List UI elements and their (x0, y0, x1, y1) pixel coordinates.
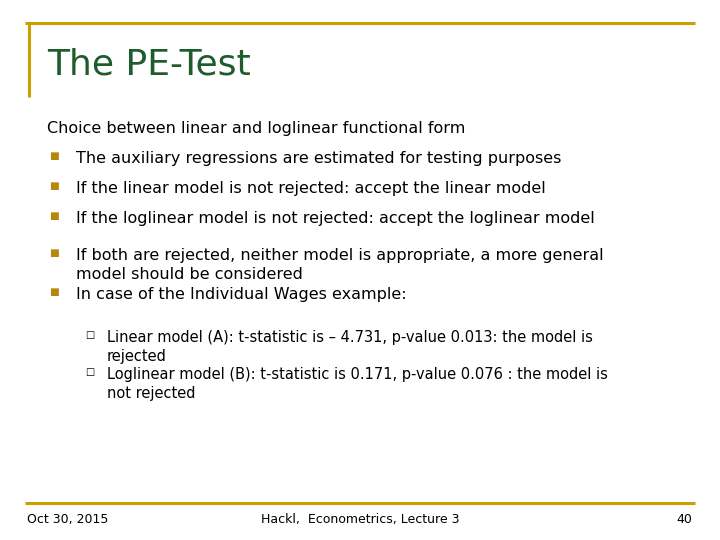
Text: 40: 40 (677, 513, 693, 526)
Text: In case of the Individual Wages example:: In case of the Individual Wages example: (76, 287, 406, 302)
Text: ■: ■ (49, 248, 59, 259)
Text: ■: ■ (49, 287, 59, 298)
Text: If both are rejected, neither model is appropriate, a more general
model should : If both are rejected, neither model is a… (76, 248, 603, 282)
Text: The PE-Test: The PE-Test (47, 48, 251, 82)
Text: Loglinear model (B): t-statistic is 0.171, p-value 0.076 : the model is
not reje: Loglinear model (B): t-statistic is 0.17… (107, 367, 608, 401)
Text: Hackl,  Econometrics, Lecture 3: Hackl, Econometrics, Lecture 3 (261, 513, 459, 526)
Text: Choice between linear and loglinear functional form: Choice between linear and loglinear func… (47, 122, 465, 137)
Text: □: □ (85, 330, 94, 341)
Text: The auxiliary regressions are estimated for testing purposes: The auxiliary regressions are estimated … (76, 151, 561, 166)
Text: If the linear model is not rejected: accept the linear model: If the linear model is not rejected: acc… (76, 181, 545, 196)
Text: If the loglinear model is not rejected: accept the loglinear model: If the loglinear model is not rejected: … (76, 211, 594, 226)
Text: □: □ (85, 367, 94, 377)
Text: Linear model (A): t-statistic is – 4.731, p-value 0.013: the model is
rejected: Linear model (A): t-statistic is – 4.731… (107, 330, 593, 364)
Text: ■: ■ (49, 211, 59, 221)
Text: ■: ■ (49, 181, 59, 191)
Text: ■: ■ (49, 151, 59, 161)
Text: Oct 30, 2015: Oct 30, 2015 (27, 513, 109, 526)
